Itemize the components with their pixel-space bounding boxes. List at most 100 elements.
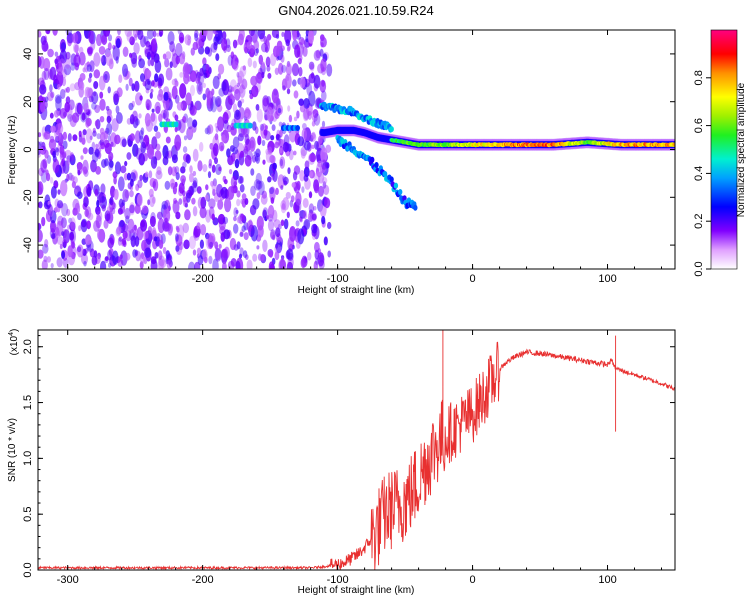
noise-speckle	[175, 233, 179, 242]
noise-speckle	[96, 221, 100, 228]
noise-speckle	[165, 250, 170, 259]
noise-speckle	[122, 189, 129, 202]
noise-speckle	[79, 81, 85, 91]
noise-speckle	[175, 245, 180, 252]
noise-speckle	[232, 147, 238, 155]
noise-speckle	[256, 215, 264, 231]
noise-speckle	[318, 185, 324, 197]
x-tick-label: 100	[598, 273, 616, 285]
noise-speckle	[297, 228, 305, 245]
noise-speckle	[196, 81, 203, 95]
noise-speckle	[289, 128, 297, 143]
noise-speckle	[101, 159, 107, 168]
noise-speckle	[218, 243, 222, 249]
noise-speckle	[254, 155, 259, 162]
noise-speckle	[277, 107, 282, 114]
noise-speckle	[277, 174, 285, 189]
noise-speckle	[116, 87, 123, 98]
noise-speckle	[268, 187, 275, 195]
noise-speckle	[82, 159, 89, 174]
noise-speckle	[138, 153, 145, 166]
noise-speckle	[243, 145, 249, 154]
noise-speckle	[164, 217, 168, 223]
figure-title: GN04.2026.021.10.59.R24	[278, 3, 433, 18]
noise-speckle	[86, 117, 92, 127]
ridge-blob	[173, 121, 179, 128]
noise-speckle	[221, 81, 227, 92]
noise-speckle	[38, 249, 44, 259]
noise-speckle	[58, 58, 66, 73]
noise-speckle	[49, 177, 54, 184]
noise-speckle	[134, 130, 141, 144]
noise-speckle	[321, 159, 327, 170]
noise-speckle	[236, 241, 241, 250]
noise-speckle	[157, 218, 165, 234]
noise-speckle	[48, 138, 57, 150]
noise-speckle	[144, 247, 152, 258]
noise-speckle	[125, 215, 130, 224]
noise-speckle	[38, 223, 42, 231]
noise-speckle	[159, 31, 163, 37]
noise-speckle	[270, 197, 275, 204]
noise-speckle	[314, 241, 320, 253]
noise-speckle	[103, 219, 109, 229]
noise-speckle	[171, 48, 176, 57]
noise-speckle	[101, 55, 107, 66]
noise-speckle	[210, 180, 215, 187]
noise-speckle	[116, 112, 123, 124]
noise-speckle	[57, 189, 61, 195]
noise-speckle	[147, 58, 152, 67]
noise-speckle	[38, 30, 42, 38]
noise-speckle	[319, 79, 327, 93]
noise-speckle	[293, 116, 298, 122]
x-tick-label: -300	[57, 574, 79, 586]
lower-branch-point	[413, 204, 418, 211]
noise-speckle	[189, 165, 193, 174]
noise-speckle	[137, 179, 143, 189]
noise-speckle	[282, 197, 290, 211]
noise-speckle	[210, 96, 218, 113]
noise-speckle	[96, 199, 100, 208]
noise-speckle	[171, 166, 177, 177]
noise-speckle	[270, 231, 276, 239]
noise-speckle	[256, 71, 263, 84]
noise-speckle	[275, 134, 281, 141]
noise-speckle	[111, 207, 116, 215]
noise-speckle	[150, 88, 154, 93]
noise-speckle	[117, 30, 121, 36]
noise-speckle	[170, 182, 175, 190]
colorbar-tick-label: 0.2	[693, 214, 705, 229]
noise-speckle	[249, 136, 256, 152]
noise-speckle	[267, 146, 273, 155]
noise-speckle	[214, 122, 219, 128]
noise-speckle	[150, 112, 158, 127]
noise-speckle	[192, 249, 197, 256]
colorbar-tick-label: 0.6	[693, 118, 705, 133]
noise-speckle	[121, 138, 127, 148]
noise-speckle	[151, 80, 155, 87]
noise-speckle	[229, 79, 237, 92]
noise-speckle	[91, 91, 99, 104]
noise-speckle	[126, 152, 132, 160]
noise-speckle	[178, 182, 185, 194]
noise-speckle	[149, 194, 156, 208]
noise-speckle	[261, 42, 268, 53]
noise-speckle	[153, 53, 160, 64]
noise-speckle	[293, 165, 301, 175]
noise-speckle	[179, 83, 187, 99]
noise-speckle	[91, 102, 97, 110]
noise-speckle	[99, 98, 106, 111]
noise-speckle	[175, 225, 179, 231]
noise-speckle	[122, 223, 129, 232]
noise-speckle	[99, 132, 106, 142]
noise-speckle	[246, 220, 254, 232]
noise-speckle	[202, 93, 207, 101]
noise-speckle	[232, 39, 238, 49]
ridge-blob	[247, 122, 253, 129]
x-tick-label: -200	[192, 574, 214, 586]
noise-speckle	[212, 188, 216, 196]
noise-speckle	[183, 72, 190, 85]
noise-speckle	[264, 125, 268, 130]
x-tick-label: 0	[470, 273, 476, 285]
noise-speckle	[300, 149, 306, 159]
